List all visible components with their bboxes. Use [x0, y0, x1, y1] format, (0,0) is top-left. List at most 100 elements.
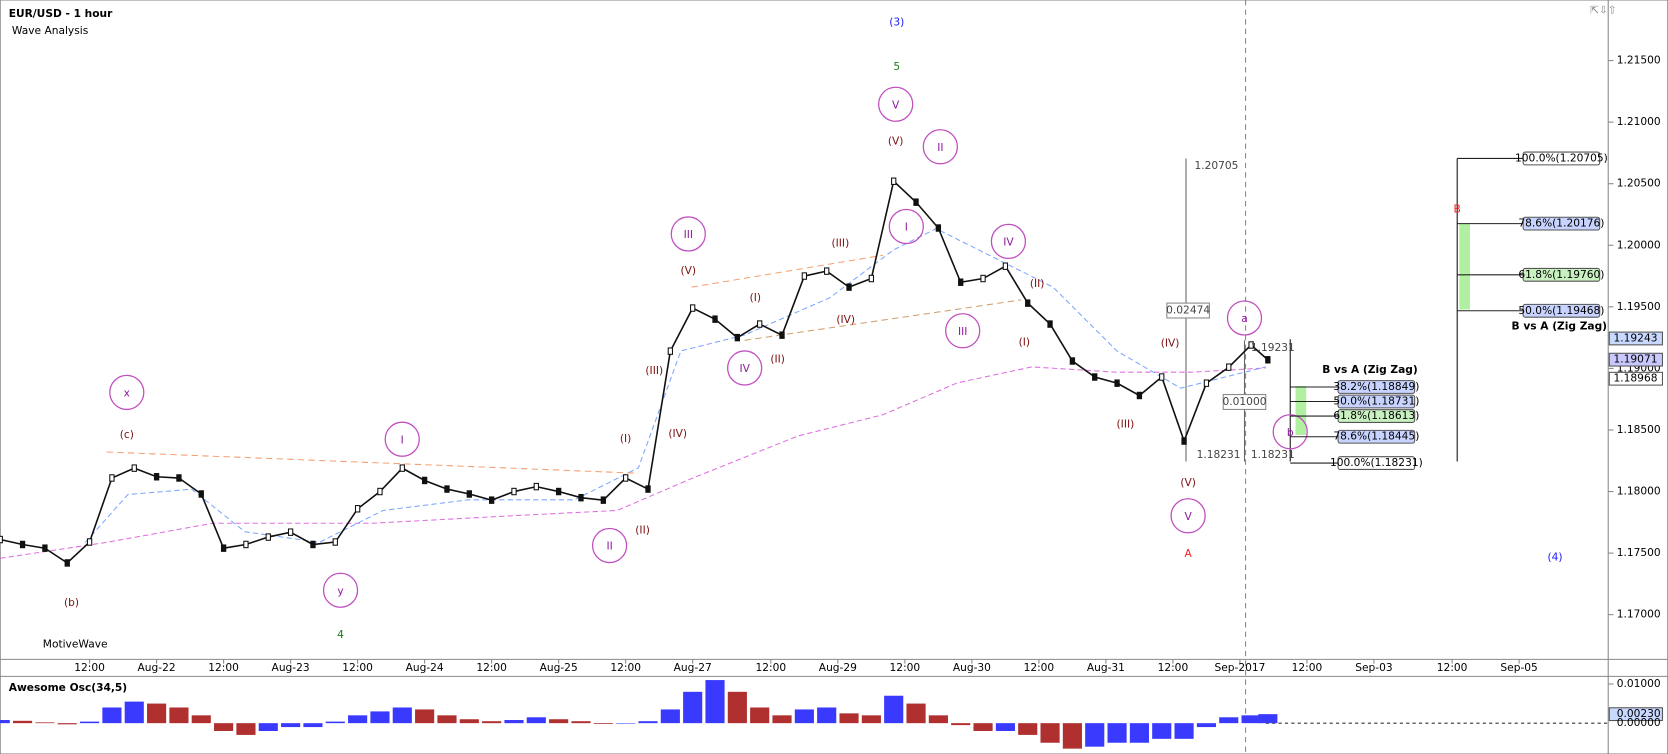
osc-bar [750, 707, 770, 724]
y-tick-label: 0.00230 [1617, 707, 1661, 720]
price-marker-label: 1.18968 [1614, 372, 1658, 385]
price-candle [533, 482, 539, 491]
fib-box [1522, 216, 1601, 231]
wave-label: IV [1003, 235, 1014, 248]
chart-title: EUR/USD - 1 hour [9, 7, 113, 20]
price-candle [1159, 373, 1165, 381]
price-candle [86, 538, 93, 546]
price-candle [399, 464, 405, 472]
x-tick-label: 12:00 [1024, 661, 1055, 674]
wave-circle [945, 313, 981, 349]
osc-bar [727, 691, 747, 724]
fib-title: B vs A (Zig Zag) [1322, 363, 1418, 376]
x-tick-label: 12:00 [208, 661, 239, 674]
osc-bar [593, 723, 613, 724]
osc-bar [325, 721, 345, 724]
y-tick-label: 1.17500 [1617, 546, 1661, 559]
y-tick-label: 1.18500 [1617, 423, 1661, 436]
x-tick-label: 12:00 [1158, 661, 1189, 674]
x-tick-label: Aug-30 [953, 661, 991, 674]
osc-bar [1062, 723, 1082, 749]
osc-bar [906, 703, 926, 724]
price-candle [623, 474, 629, 482]
wave-label: V [1184, 510, 1192, 523]
price-marker [1608, 352, 1663, 367]
price-candle [0, 535, 3, 544]
osc-bar [1241, 715, 1261, 724]
wave-label: (II) [770, 352, 785, 365]
fib-zone [1295, 386, 1307, 435]
fib-label: 100.0%(1.18231) [1330, 456, 1423, 469]
price-candle [1114, 379, 1120, 387]
x-tick-label: Sep-2017 [1214, 661, 1265, 674]
price-candle [913, 198, 919, 206]
wave-label: (I) [1019, 335, 1030, 348]
fib-label: 50.0%(1.18731) [1333, 395, 1419, 408]
price-candle [891, 177, 897, 185]
price-candle [1181, 437, 1187, 445]
wave-label: (III) [1117, 417, 1135, 430]
y-tick-label: 0.01000 [1617, 677, 1661, 690]
osc-bar [147, 703, 167, 724]
price-marker-label: 1.19071 [1614, 353, 1658, 366]
price-candle [801, 272, 808, 280]
price-candle [265, 533, 271, 541]
wave-label: III [684, 228, 693, 241]
osc-bar [928, 715, 948, 724]
osc-bar [437, 715, 457, 724]
osc-bar [772, 715, 792, 724]
fib-title: B vs A (Zig Zag) [1512, 319, 1608, 332]
fib-box [1337, 380, 1416, 394]
osc-bar [415, 709, 435, 724]
price-candle [220, 544, 227, 552]
fib-box [1337, 409, 1416, 423]
measure-label: 1.20705 [1195, 159, 1239, 172]
price-candle [1203, 379, 1210, 387]
x-tick-label: 12:00 [74, 661, 105, 674]
price-candle [578, 493, 584, 502]
x-tick-label: 12:00 [1437, 661, 1468, 674]
wave-label: (II) [635, 524, 650, 537]
chart-subtitle: Wave Analysis [12, 24, 89, 37]
wave-label: (3) [889, 15, 904, 28]
wave-circle [878, 86, 914, 122]
price-candle [511, 487, 517, 496]
price-candle [176, 474, 182, 482]
x-tick-label: 12:00 [610, 661, 641, 674]
price-marker-label: 1.19243 [1614, 331, 1658, 344]
osc-bar [1152, 723, 1172, 739]
toolbar-icons[interactable]: ⇱⇩⇧ [1590, 4, 1617, 17]
wave-label: II [937, 141, 943, 154]
x-tick-label: 12:00 [756, 661, 787, 674]
trend-line [691, 254, 884, 288]
measure-label: 0.01000 [1223, 395, 1267, 408]
price-candle [1248, 341, 1254, 349]
watermark: MotiveWave [43, 637, 108, 650]
wave-label: a [1241, 312, 1248, 325]
price-candle [42, 544, 48, 552]
fib-box [1522, 267, 1601, 282]
wave-label: (III) [832, 237, 850, 250]
price-candle [1025, 299, 1031, 307]
wave-label: IV [739, 362, 750, 375]
wave-label: II [606, 540, 612, 553]
wave-label: (IV) [668, 427, 687, 440]
y-tick-label: 1.21500 [1617, 54, 1661, 67]
wave-label: 5 [893, 60, 900, 73]
price-candle [779, 331, 785, 339]
price-candle [198, 490, 204, 498]
wave-circle [727, 350, 763, 386]
x-tick-label: 12:00 [342, 661, 373, 674]
wave-circle [1272, 414, 1308, 450]
price-marker [1608, 371, 1663, 386]
osc-bar [303, 723, 323, 728]
price-candle [354, 505, 361, 513]
osc-bar [281, 723, 301, 728]
fib-label: 38.2%(1.18849) [1333, 380, 1419, 393]
moving-average [0, 366, 1266, 559]
price-candle [109, 474, 115, 482]
price-candle [444, 485, 450, 493]
wave-label: I [905, 221, 908, 234]
trend-line [106, 451, 639, 474]
wave-label: A [1184, 547, 1192, 560]
